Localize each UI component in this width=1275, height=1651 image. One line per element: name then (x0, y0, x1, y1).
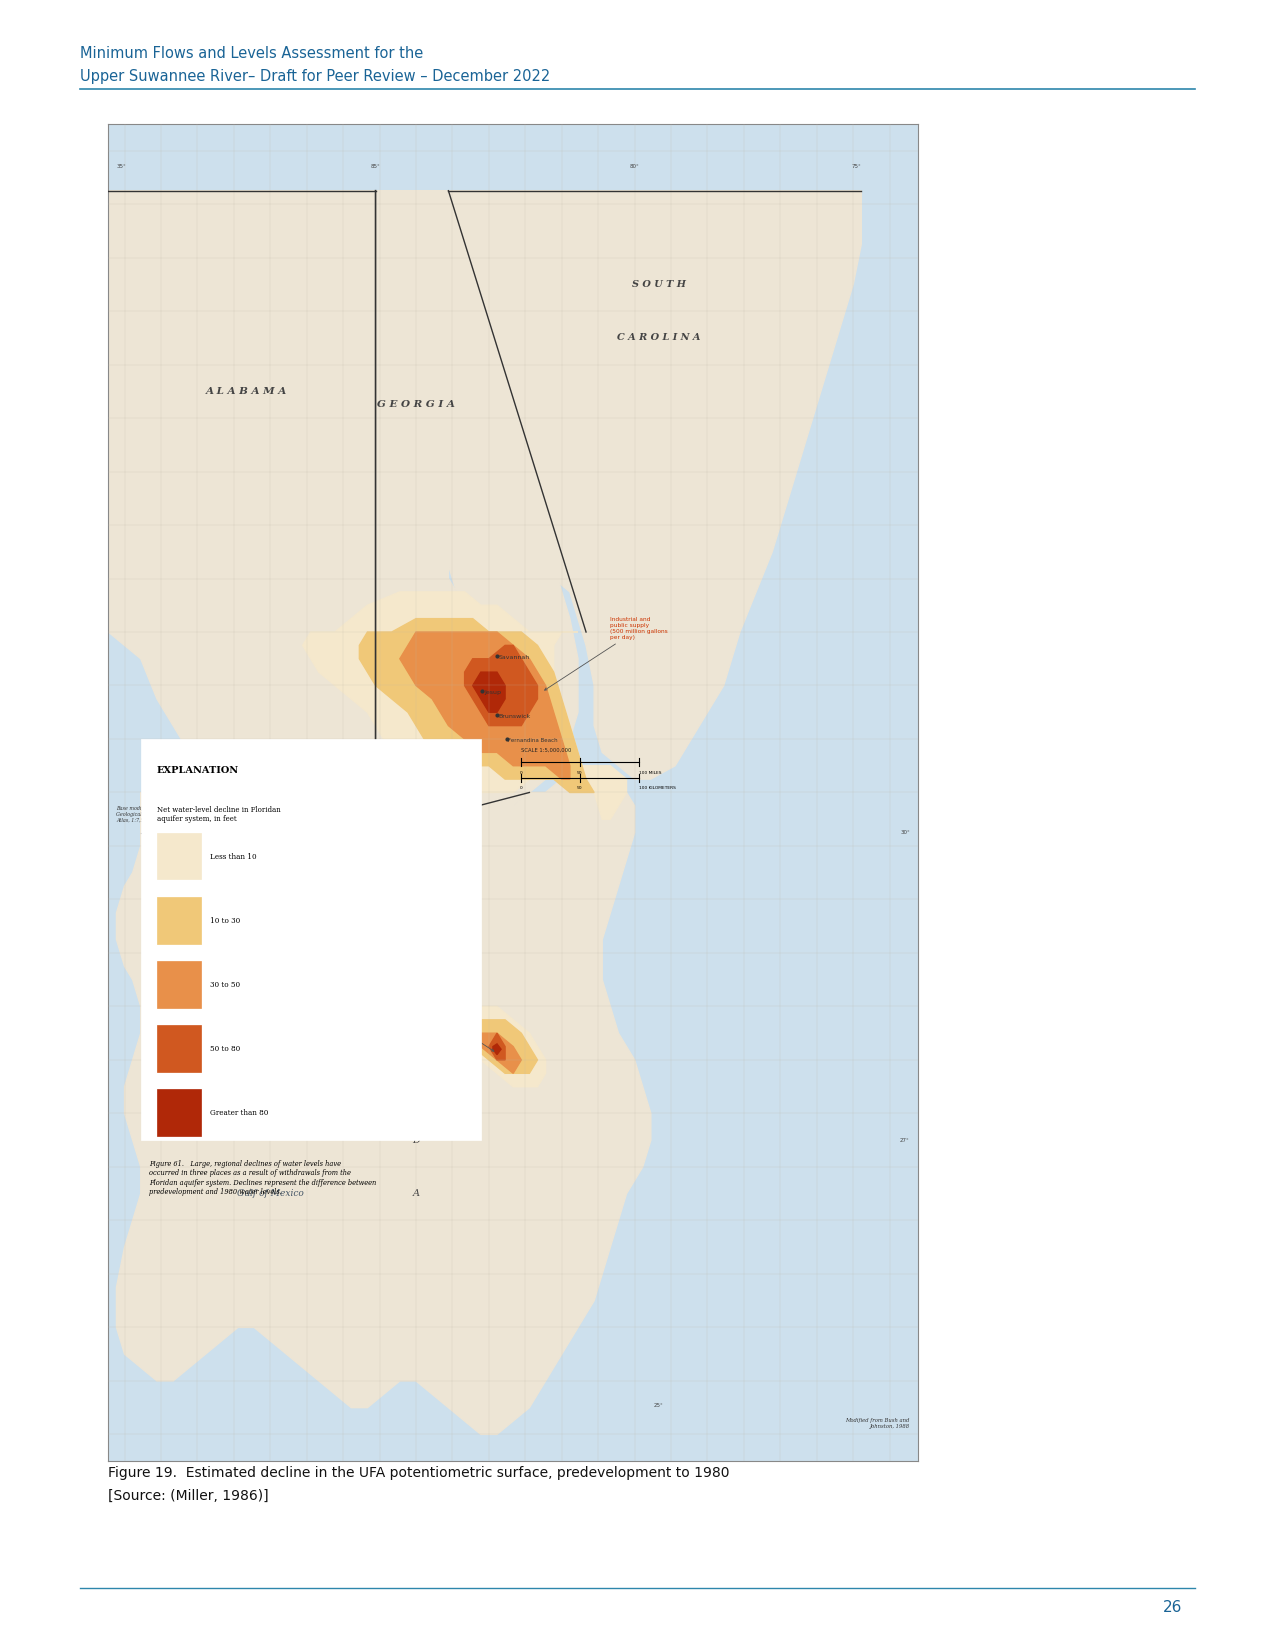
Polygon shape (164, 845, 246, 887)
Text: Upper Suwannee River– Draft for Peer Review – December 2022: Upper Suwannee River– Draft for Peer Rev… (80, 69, 551, 84)
Text: Greater than 80: Greater than 80 (209, 1109, 268, 1118)
Text: Jesup: Jesup (484, 690, 501, 695)
Polygon shape (360, 619, 594, 792)
Text: 30°: 30° (900, 830, 910, 835)
Polygon shape (449, 1007, 546, 1086)
Polygon shape (302, 591, 626, 819)
Bar (157, 1025, 201, 1071)
Text: 100 MILES: 100 MILES (639, 771, 662, 774)
Text: A: A (413, 1189, 419, 1199)
Polygon shape (449, 192, 862, 779)
Text: A L A B A M A: A L A B A M A (205, 386, 287, 396)
Text: Figure 61.   Large, regional declines of water levels have
occurred in three pla: Figure 61. Large, regional declines of w… (149, 1161, 376, 1195)
Text: 0: 0 (520, 786, 523, 789)
Text: Minimum Flows and Levels Assessment for the: Minimum Flows and Levels Assessment for … (80, 46, 423, 61)
Bar (157, 1090, 201, 1136)
Bar (157, 832, 201, 880)
Text: D: D (412, 1136, 419, 1144)
Text: O: O (412, 976, 419, 984)
Polygon shape (376, 192, 578, 845)
Bar (157, 896, 201, 944)
Text: Gulf of Mexico: Gulf of Mexico (237, 1189, 303, 1199)
Text: Public supply
(15 million gallons
per day): Public supply (15 million gallons per da… (222, 814, 275, 830)
Text: Figure 19.  Estimated decline in the UFA potentiometric surface, predevelopment : Figure 19. Estimated decline in the UFA … (108, 1466, 729, 1479)
Text: 26: 26 (1163, 1600, 1183, 1615)
Text: SCALE 1:5,000,000: SCALE 1:5,000,000 (521, 748, 571, 753)
Text: EXPLANATION: EXPLANATION (157, 766, 240, 774)
Text: Fort Walton
Beach: Fort Walton Beach (166, 832, 198, 844)
Text: 0: 0 (520, 771, 523, 774)
Text: R: R (412, 1029, 419, 1038)
Text: 75°: 75° (852, 163, 862, 168)
Text: I: I (414, 1081, 418, 1091)
Text: Agricultural,
mining, and
public supply
(1 billion gallons
per day): Agricultural, mining, and public supply … (391, 986, 493, 1052)
Text: [Source: (Miller, 1986)]: [Source: (Miller, 1986)] (108, 1489, 269, 1502)
Bar (140, 740, 481, 1141)
Polygon shape (181, 845, 222, 887)
Text: Less than 10: Less than 10 (209, 852, 256, 860)
Text: Savannah: Savannah (499, 655, 530, 660)
Text: 35°: 35° (116, 163, 126, 168)
Text: Brunswick: Brunswick (499, 713, 530, 718)
Text: Net water-level decline in Floridan
aquifer system, in feet: Net water-level decline in Floridan aqui… (157, 806, 280, 824)
Polygon shape (190, 845, 205, 873)
Polygon shape (473, 1034, 521, 1073)
Text: L: L (413, 921, 419, 931)
Bar (157, 961, 201, 1007)
Text: G E O R G I A: G E O R G I A (377, 400, 455, 409)
Polygon shape (464, 646, 538, 726)
Text: 27°: 27° (900, 1138, 910, 1142)
Polygon shape (473, 672, 505, 712)
Text: 30 to 50: 30 to 50 (209, 981, 240, 989)
Text: 50 to 80: 50 to 80 (209, 1045, 240, 1053)
Text: Industrial and
public supply
(500 million gallons
per day): Industrial and public supply (500 millio… (544, 617, 668, 690)
Text: C A R O L I N A: C A R O L I N A (617, 334, 701, 342)
Polygon shape (456, 1020, 538, 1073)
Text: 10 to 30: 10 to 30 (209, 916, 240, 925)
Text: 50: 50 (576, 786, 583, 789)
Polygon shape (108, 192, 376, 845)
Text: F: F (413, 868, 419, 877)
Polygon shape (488, 1034, 505, 1060)
Polygon shape (116, 766, 650, 1435)
Text: Modified from Bush and
Johnston, 1988: Modified from Bush and Johnston, 1988 (845, 1418, 910, 1430)
Text: 50: 50 (576, 771, 583, 774)
Text: Fernandina Beach: Fernandina Beach (509, 738, 558, 743)
Polygon shape (400, 632, 570, 779)
Text: 100 KILOMETERS: 100 KILOMETERS (639, 786, 676, 789)
Text: S O U T H: S O U T H (632, 279, 686, 289)
Text: Base modified from U.S.
Geological Survey; National
Atlas, 1:7,500,000, 1970: Base modified from U.S. Geological Surve… (116, 806, 185, 822)
Text: 85°: 85° (371, 163, 380, 168)
Text: 80°: 80° (630, 163, 640, 168)
Polygon shape (493, 1043, 501, 1055)
Text: 25°: 25° (654, 1403, 664, 1408)
Polygon shape (190, 845, 214, 873)
